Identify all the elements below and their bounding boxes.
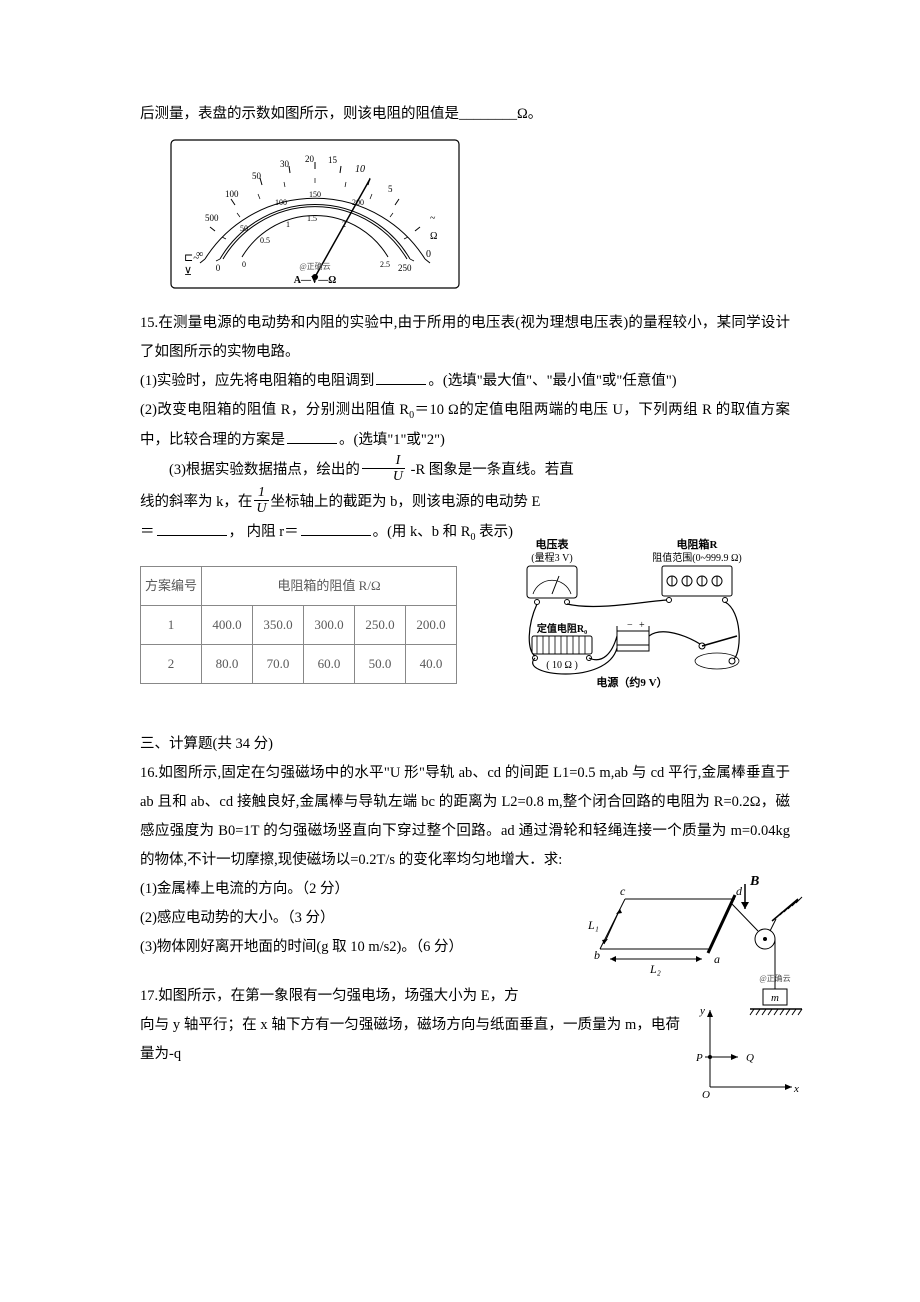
q15-p3: (3)根据实验数据描点，绘出的IU -R 图象是一条直线。若直 xyxy=(140,455,790,487)
circuit-figure: 电压表 (量程3 V) 电阻箱R 阻值范围(0~999.9 Ω) xyxy=(497,536,757,702)
svg-text:O: O xyxy=(702,1089,710,1101)
svg-text:c: c xyxy=(620,884,626,898)
blank xyxy=(301,521,371,537)
svg-text:x: x xyxy=(793,1083,799,1095)
q15-p4: 线的斜率为 k，在1U坐标轴上的截距为 b，则该电源的电动势 E xyxy=(140,487,790,519)
svg-text:100: 100 xyxy=(225,189,239,199)
q15-p4-a: 线的斜率为 k，在 xyxy=(140,494,252,510)
svg-text:2.5: 2.5 xyxy=(380,260,390,269)
svg-text:电阻箱R: 电阻箱R xyxy=(677,537,719,551)
cell: 350.0 xyxy=(253,606,304,645)
cell: 70.0 xyxy=(253,645,304,684)
plan-id: 1 xyxy=(141,606,202,645)
q15-p3-b: -R 图象是一条直线。若直 xyxy=(407,462,574,478)
q16-stem: 16.如图所示,固定在匀强磁场中的水平"U 形"导轨 ab、cd 的间距 L1=… xyxy=(140,759,790,875)
blank xyxy=(287,428,337,444)
q15-p1: (1)实验时，应先将电阻箱的电阻调到 。(选填"最大值"、"最小值"或"任意值") xyxy=(140,367,790,396)
frac-i-over-u: IU xyxy=(362,453,405,485)
table-header-plan: 方案编号 xyxy=(141,567,202,606)
svg-text:50: 50 xyxy=(240,224,248,233)
svg-text:P: P xyxy=(695,1052,703,1064)
frac-1-over-u: 1U xyxy=(254,485,268,517)
svg-text:Q: Q xyxy=(746,1052,754,1064)
svg-text:0.5: 0.5 xyxy=(260,236,270,245)
cell: 300.0 xyxy=(304,606,355,645)
cell: 60.0 xyxy=(304,645,355,684)
svg-text:a: a xyxy=(714,952,720,966)
table-row: 1 400.0 350.0 300.0 250.0 200.0 xyxy=(141,606,457,645)
svg-text:1.5: 1.5 xyxy=(307,214,317,223)
svg-text:b: b xyxy=(594,948,600,962)
cell: 50.0 xyxy=(355,645,406,684)
cell: 80.0 xyxy=(202,645,253,684)
q15-p1-before: (1)实验时，应先将电阻箱的电阻调到 xyxy=(140,373,374,389)
svg-text:@正确云: @正确云 xyxy=(299,261,330,271)
svg-text:250: 250 xyxy=(398,263,412,273)
section-3-title: 三、计算题(共 34 分) xyxy=(140,730,790,759)
q15-stem: 15.在测量电源的电动势和内阻的实验中,由于所用的电压表(视为理想电压表)的量程… xyxy=(140,309,790,367)
blank xyxy=(157,521,227,537)
svg-text:(量程3 V): (量程3 V) xyxy=(531,552,572,564)
svg-text:0: 0 xyxy=(216,263,221,273)
svg-text:d: d xyxy=(736,884,743,898)
svg-text:A—V—Ω: A—V—Ω xyxy=(294,275,336,286)
svg-text:B: B xyxy=(749,874,759,889)
svg-text:−: − xyxy=(627,620,633,631)
svg-text:m: m xyxy=(771,992,779,1004)
svg-text:阻值范围(0~999.9 Ω): 阻值范围(0~999.9 Ω) xyxy=(652,551,742,564)
svg-text:0: 0 xyxy=(426,249,431,260)
q16-block: 16.如图所示,固定在匀强磁场中的水平"U 形"导轨 ab、cd 的间距 L1=… xyxy=(140,759,790,962)
svg-text:50: 50 xyxy=(252,171,262,181)
svg-text:30: 30 xyxy=(280,159,290,169)
q15-p2-a: (2)改变电阻箱的阻值 R，分别测出阻值 R xyxy=(140,402,409,418)
intro-text: 后测量，表盘的示数如图所示，则该电阻的阻值是________Ω。 xyxy=(140,106,542,122)
svg-text:⊻: ⊻ xyxy=(184,266,192,278)
multimeter-figure: ∞ 500 100 50 30 20 15 10 5 0 Ω 0 50 100 … xyxy=(170,139,460,289)
q16-figure: c d b a L₁ L₂ B xyxy=(580,869,810,1040)
table-header-r: 电阻箱的阻值 R/Ω xyxy=(202,567,457,606)
svg-text:⊏~: ⊏~ xyxy=(184,252,199,264)
volt-label: 电压表 xyxy=(536,537,570,551)
svg-text:电源（约9 V）: 电源（约9 V） xyxy=(596,675,667,689)
svg-text:L₂: L₂ xyxy=(649,962,661,976)
q15-p5-c: 。(用 k、b 和 R xyxy=(373,524,471,540)
svg-text:Ω: Ω xyxy=(430,231,437,242)
cell: 250.0 xyxy=(355,606,406,645)
plan-id: 2 xyxy=(141,645,202,684)
svg-text:15: 15 xyxy=(328,155,338,165)
q15-p5-b: ， 内阻 r＝ xyxy=(229,524,299,540)
intro-line: 后测量，表盘的示数如图所示，则该电阻的阻值是________Ω。 xyxy=(140,100,790,129)
table-row: 2 80.0 70.0 60.0 50.0 40.0 xyxy=(141,645,457,684)
svg-text:L₁: L₁ xyxy=(587,918,599,932)
cell: 40.0 xyxy=(406,645,457,684)
q15-p4-b: 坐标轴上的截距为 b，则该电源的电动势 E xyxy=(271,494,541,510)
svg-text:20: 20 xyxy=(305,154,315,164)
svg-text:1: 1 xyxy=(286,220,290,229)
cell: 200.0 xyxy=(406,606,457,645)
svg-text:@正确云: @正确云 xyxy=(759,973,790,983)
svg-text:~: ~ xyxy=(430,213,436,224)
svg-text:0: 0 xyxy=(242,260,246,269)
q15-p1-after: 。(选填"最大值"、"最小值"或"任意值") xyxy=(428,373,676,389)
svg-text:150: 150 xyxy=(309,190,321,199)
resistance-table: 方案编号 电阻箱的阻值 R/Ω 1 400.0 350.0 300.0 250.… xyxy=(140,566,457,684)
q15-p2-c: 。(选填"1"或"2") xyxy=(339,432,445,448)
svg-text:+: + xyxy=(639,620,645,631)
svg-text:500: 500 xyxy=(205,213,219,223)
svg-text:5: 5 xyxy=(388,184,393,194)
q15-p5-a: ＝ xyxy=(140,524,155,540)
svg-text:( 10 Ω ): ( 10 Ω ) xyxy=(546,660,578,671)
cell: 400.0 xyxy=(202,606,253,645)
q15-table-and-circuit: 方案编号 电阻箱的阻值 R/Ω 1 400.0 350.0 300.0 250.… xyxy=(140,566,790,702)
blank xyxy=(376,370,426,386)
svg-text:10: 10 xyxy=(355,164,365,175)
q15-p2: (2)改变电阻箱的阻值 R，分别测出阻值 R0＝10 Ω的定值电阻两端的电压 U… xyxy=(140,396,790,455)
svg-text:100: 100 xyxy=(275,198,287,207)
q15-p3-a: (3)根据实验数据描点，绘出的 xyxy=(169,462,360,478)
q15-stem-text: 15.在测量电源的电动势和内阻的实验中,由于所用的电压表(视为理想电压表)的量程… xyxy=(140,315,790,360)
svg-text:定值电阻R₀: 定值电阻R₀ xyxy=(537,622,587,635)
